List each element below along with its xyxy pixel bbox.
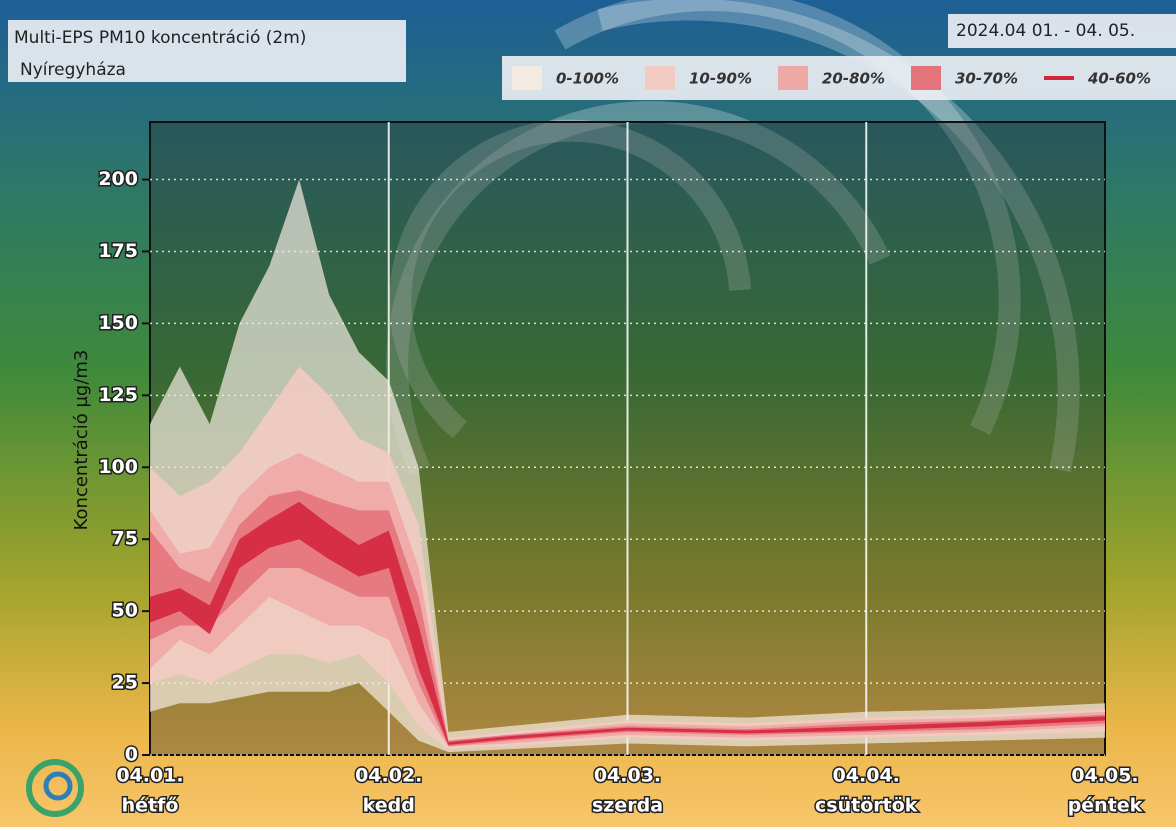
x-tick-label: 04.01. <box>116 765 183 787</box>
legend-label: 40-60% <box>1087 70 1151 88</box>
x-tick-day: kedd <box>363 795 415 817</box>
y-tick-label: 25 <box>112 672 138 694</box>
x-tick-day: csütörtök <box>815 795 918 817</box>
y-tick-label: 0 <box>125 744 138 766</box>
y-tick-label: 150 <box>98 312 138 334</box>
x-tick-day: péntek <box>1068 795 1143 817</box>
subtitle: Nyíregyháza <box>20 60 126 80</box>
x-tick-label: 04.05. <box>1071 765 1138 787</box>
legend-label: 30-70% <box>955 70 1018 88</box>
x-tick-label: 04.04. <box>833 765 900 787</box>
x-tick-day: hétfő <box>122 795 179 817</box>
y-tick-label: 75 <box>112 528 138 550</box>
x-tick-label: 04.03. <box>594 765 661 787</box>
legend-swatch <box>512 66 542 90</box>
legend-label: 10-90% <box>689 70 752 88</box>
y-tick-label: 200 <box>98 168 138 190</box>
date-range: 2024.04 01. - 04. 05. <box>956 21 1135 41</box>
y-axis-label: Koncentráció µg/m3 <box>71 350 92 531</box>
legend-label: 0-100% <box>556 70 619 88</box>
y-tick-label: 125 <box>98 384 138 406</box>
legend-swatch <box>778 66 808 90</box>
y-tick-label: 175 <box>98 240 138 262</box>
legend-label: 20-80% <box>822 70 885 88</box>
x-tick-label: 04.02. <box>355 765 422 787</box>
legend-swatch <box>645 66 675 90</box>
legend-swatch <box>911 66 941 90</box>
y-tick-label: 100 <box>98 456 138 478</box>
x-tick-day: szerda <box>592 795 663 817</box>
y-tick-label: 50 <box>112 600 138 622</box>
chart-title: Multi-EPS PM10 koncentráció (2m) <box>14 28 306 48</box>
chart: Multi-EPS PM10 koncentráció (2m) Nyíregy… <box>0 0 1176 827</box>
